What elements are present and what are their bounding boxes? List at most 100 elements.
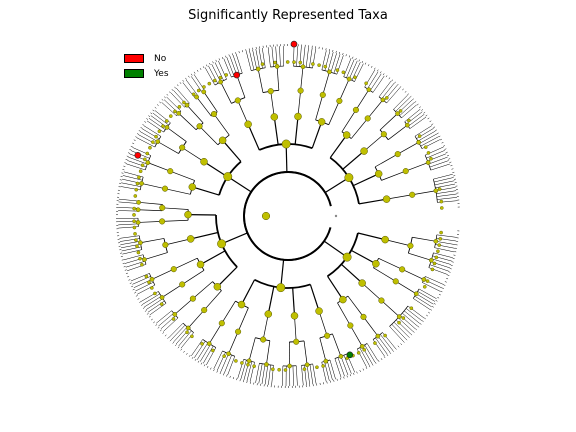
leaf-tick [358, 59, 360, 62]
branch-spoke [121, 182, 141, 187]
branch-spoke [306, 364, 310, 385]
branch-spoke [168, 322, 184, 338]
leaf-tick [412, 98, 414, 101]
branch-spoke [152, 112, 169, 126]
leaf-node [164, 119, 169, 123]
branch-spoke [425, 276, 444, 285]
leaf-node [398, 109, 403, 113]
branch-spoke [273, 116, 279, 145]
branch-spoke [222, 139, 242, 162]
branch-spoke [367, 99, 384, 119]
branch-spoke [361, 282, 382, 301]
leaf-node [136, 250, 141, 255]
leaf-tick [132, 142, 135, 145]
leaf-tick [438, 293, 441, 296]
tree-node [196, 123, 203, 130]
leaf-node [311, 62, 315, 66]
branch-spoke [381, 300, 400, 317]
leaf-node [213, 78, 217, 83]
branch-spoke [138, 209, 163, 212]
legend-label-no: No [154, 53, 167, 64]
branch-spoke [434, 247, 455, 253]
branch-spoke [405, 308, 423, 321]
leaf-tick [338, 51, 341, 54]
leaf-tick [225, 55, 227, 58]
branch-spoke [381, 83, 395, 99]
leaf-tick [421, 109, 424, 111]
branch-spoke [328, 100, 340, 125]
branch-spoke [364, 344, 376, 363]
tree-node [155, 139, 161, 144]
branch-spoke [138, 221, 163, 223]
branch-spoke [380, 334, 393, 351]
leaf-tick [125, 272, 128, 274]
branch-spoke [327, 360, 333, 381]
leaf-tick [412, 331, 415, 333]
branch-spoke [305, 47, 309, 68]
leaf-tick [404, 90, 407, 93]
leaf-node [196, 88, 201, 93]
branch-spoke [220, 81, 232, 104]
leaf-tick [209, 62, 211, 65]
branch-spoke [381, 170, 406, 181]
leaf-tick [188, 354, 191, 357]
leaf-tick [242, 50, 244, 53]
branch-spoke [337, 302, 351, 326]
leaf-tick [146, 313, 149, 315]
leaf-node [240, 361, 244, 365]
leaf-node [292, 60, 296, 64]
leaf-tick [229, 375, 231, 378]
branch-spoke [223, 354, 232, 374]
leaf-node [224, 73, 228, 77]
leaf-tick [385, 75, 388, 78]
significant-node-yes [346, 351, 354, 359]
leaf-tick [371, 65, 373, 68]
leaf-tick [371, 363, 374, 366]
tree-node [294, 112, 302, 121]
tree-node [395, 111, 400, 116]
leaf-node [153, 291, 157, 296]
leaf-tick [414, 101, 417, 103]
leaf-tick [167, 337, 170, 339]
leaf-node [132, 225, 137, 230]
branch-spoke [309, 284, 320, 312]
branch-spoke [341, 109, 357, 132]
leaf-tick [171, 89, 174, 91]
branch-spoke [267, 47, 271, 68]
branch-spoke [118, 201, 139, 204]
branch-spoke [203, 345, 214, 364]
leaf-node [417, 134, 422, 138]
branch-spoke [343, 355, 352, 374]
branch-spoke [350, 325, 363, 347]
leaf-node [161, 124, 165, 128]
tree-node [135, 220, 141, 225]
legend: No Yes [124, 51, 169, 81]
leaf-tick [429, 120, 432, 123]
leaf-tick [125, 159, 128, 161]
branch-spoke [264, 364, 269, 385]
leaf-tick [356, 371, 358, 374]
tree-node [416, 139, 422, 145]
leaf-tick [235, 52, 237, 55]
leaf-tick [451, 168, 454, 170]
leaf-node [154, 134, 158, 139]
tree-node [261, 211, 271, 221]
branch-spoke [386, 87, 400, 104]
leaf-node [246, 362, 250, 367]
branch-spoke [270, 91, 275, 117]
branch-spoke [268, 364, 271, 385]
leaf-tick [362, 368, 364, 371]
leaf-tick [138, 130, 141, 132]
tree-node [372, 259, 380, 268]
branch-spoke [294, 315, 297, 342]
leaf-tick [419, 323, 422, 325]
leaf-tick [428, 311, 431, 314]
leaf-tick [137, 298, 140, 300]
branch-spoke [312, 363, 317, 384]
branch-spoke [414, 295, 432, 308]
tree-node [300, 64, 306, 70]
branch-spoke [309, 47, 313, 68]
tree-node [149, 276, 155, 282]
branch-spoke [374, 153, 398, 168]
